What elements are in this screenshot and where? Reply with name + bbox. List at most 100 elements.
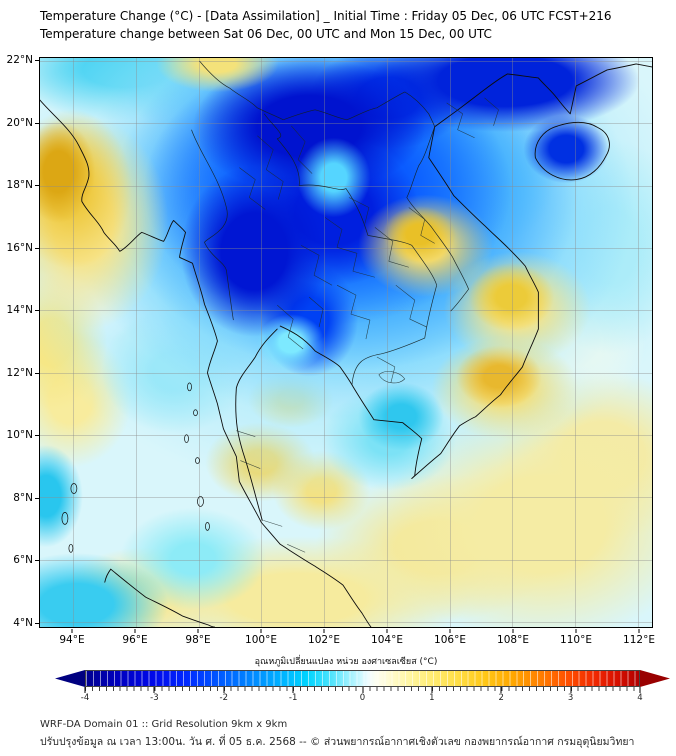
lon-tick <box>323 629 325 633</box>
lat-tick <box>35 310 39 312</box>
lat-tick-label: 18°N <box>6 179 33 192</box>
lon-grid-line <box>575 58 577 627</box>
lat-grid-line <box>40 559 652 561</box>
lat-tick <box>35 372 39 374</box>
colorbar-right-arrow <box>640 670 670 687</box>
coastline-gulf-west <box>235 328 278 521</box>
lon-grid-line <box>198 58 200 627</box>
map-canvas <box>39 57 653 628</box>
border-north-3 <box>404 91 436 127</box>
lon-tick-label: 108°E <box>497 634 529 646</box>
colorbar-tick-label: 3 <box>567 693 574 703</box>
colorbar-cell-separators <box>86 671 639 686</box>
lat-tick-label: 4°N <box>13 616 33 629</box>
lat-tick-label: 14°N <box>6 304 33 317</box>
colorbar-tick <box>570 687 572 693</box>
colorbar-tick-label: 2 <box>498 693 504 703</box>
border-laos-mekong <box>263 113 438 286</box>
lon-tick <box>134 629 136 633</box>
colorbar-left-arrow <box>55 670 85 687</box>
lat-tick-label: 12°N <box>6 366 33 379</box>
coastline-sumatra <box>110 568 215 627</box>
lon-grid-line <box>324 58 326 627</box>
lon-tick-label: 98°E <box>185 634 211 646</box>
footer-domain-info: WRF-DA Domain 01 :: Grid Resolution 9km … <box>40 719 288 730</box>
lon-tick <box>71 629 73 633</box>
lon-tick <box>386 629 388 633</box>
lon-grid-line <box>512 58 514 627</box>
border-vietnam-laos <box>406 126 469 312</box>
lat-tick-label: 10°N <box>6 429 33 442</box>
lat-grid-line <box>40 372 652 374</box>
colorbar-tick <box>500 687 502 693</box>
title-line-1: Temperature Change (°C) - [Data Assimila… <box>40 9 612 23</box>
title-line-2: Temperature change between Sat 06 Dec, 0… <box>40 27 492 41</box>
lat-tick <box>35 560 39 562</box>
lon-tick <box>575 629 577 633</box>
title-block: Temperature Change (°C) - [Data Assimila… <box>40 7 612 43</box>
lon-grid-line <box>386 58 388 627</box>
colorbar-title: อุณหภูมิเปลี่ยนแปลง หน่วย องศาเซลเซียส (… <box>254 657 438 667</box>
coastline-west <box>40 99 372 627</box>
small-islands <box>61 382 210 553</box>
lat-grid-line <box>40 61 652 63</box>
lon-tick-label: 110°E <box>560 634 592 646</box>
lon-grid-line <box>261 58 263 627</box>
colorbar-tick-label: 4 <box>637 693 643 703</box>
lat-tick-label: 16°N <box>6 241 33 254</box>
lon-tick-label: 106°E <box>434 634 466 646</box>
lat-tick <box>35 247 39 249</box>
coastline-east <box>279 63 652 479</box>
lat-tick <box>35 435 39 437</box>
lat-tick <box>35 185 39 187</box>
lon-tick <box>638 629 640 633</box>
lat-grid-line <box>40 185 652 187</box>
tonle-sap-lake <box>378 371 406 384</box>
colorbar-tick-label: -2 <box>219 693 228 703</box>
colorbar-tick-label: -3 <box>150 693 159 703</box>
lon-tick <box>449 629 451 633</box>
lat-grid-line <box>40 248 652 250</box>
coastline-borders-svg <box>40 60 652 627</box>
colorbar-tick <box>639 687 641 693</box>
lon-grid-line <box>72 58 74 627</box>
lat-tick-label: 20°N <box>6 116 33 129</box>
lat-grid-line <box>40 497 652 499</box>
colorbar-tick-label: 1 <box>429 693 435 703</box>
colorbar-tick <box>223 687 225 693</box>
border-north-1 <box>199 60 284 121</box>
border-north-2 <box>283 91 405 121</box>
border-myanmar-thailand <box>191 129 234 321</box>
colorbar-gradient-bar <box>85 670 640 687</box>
colorbar-tick <box>431 687 433 693</box>
lat-grid-line <box>40 621 652 623</box>
colorbar-tick <box>84 687 86 693</box>
lon-grid-line <box>449 58 451 627</box>
border-cambodia <box>351 285 438 385</box>
colorbar-tick-label: 0 <box>359 693 366 703</box>
longitude-axis: 94°E 96°E 98°E 100°E 102°E 104°E 106°E 108°E 110… <box>39 629 655 651</box>
colorbar-tick <box>292 687 294 693</box>
colorbar-tick <box>153 687 155 693</box>
lat-tick-label: 6°N <box>13 554 33 567</box>
lat-tick <box>35 60 39 62</box>
lat-tick <box>35 622 39 624</box>
lon-tick-label: 112°E <box>623 634 655 646</box>
footer-update-info: ปรับปรุงข้อมูล ณ เวลา 13:00น. วัน ศ. ที่… <box>40 736 635 748</box>
lon-grid-line <box>638 58 640 627</box>
lon-tick <box>197 629 199 633</box>
lon-grid-line <box>135 58 137 627</box>
coastline-sumatra-tip <box>104 568 112 583</box>
lon-tick-label: 100°E <box>245 634 277 646</box>
lat-tick-label: 22°N <box>6 54 33 67</box>
colorbar-tick-label: -4 <box>80 693 90 703</box>
latitude-axis: 22°N 20°N 18°N 16°N 14°N 12°N 10°N 8°N 6°N 4°N <box>0 54 39 629</box>
coastline-hainan <box>534 121 610 181</box>
lon-tick-label: 104°E <box>371 634 403 646</box>
lon-tick <box>512 629 514 633</box>
lat-tick <box>35 497 39 499</box>
lon-tick-label: 96°E <box>122 634 148 646</box>
colorbar-tick <box>362 687 363 693</box>
lat-tick-label: 8°N <box>13 491 33 504</box>
lat-tick <box>35 122 39 124</box>
